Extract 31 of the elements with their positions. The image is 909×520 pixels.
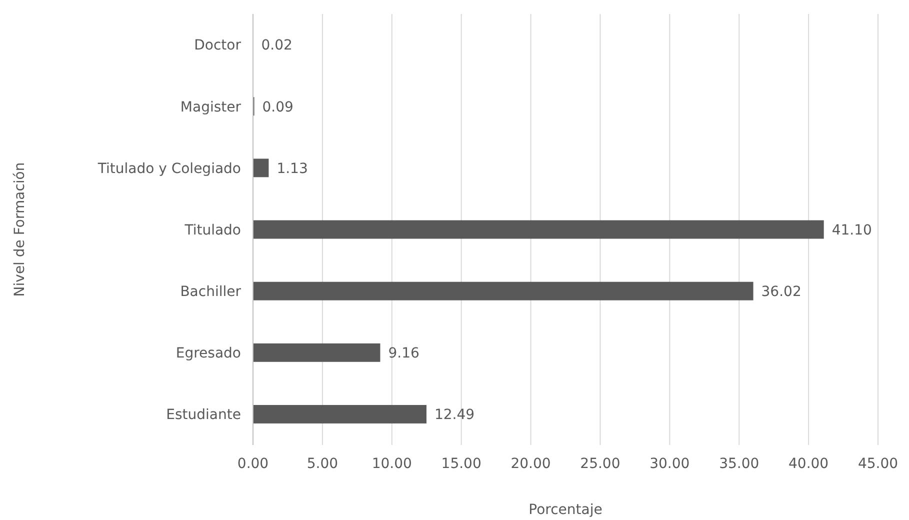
bar <box>253 158 269 178</box>
data-label: 0.02 <box>261 38 292 54</box>
x-tick-label: 0.00 <box>237 456 269 472</box>
x-tick-label: 30.00 <box>650 456 690 472</box>
x-tick-label: 25.00 <box>580 456 620 472</box>
y-tick-label: Magister <box>180 99 242 116</box>
y-tick-label: Estudiante <box>166 407 241 424</box>
y-tick-label: Bachiller <box>180 284 242 300</box>
bar <box>253 404 426 424</box>
y-tick-label: Egresado <box>176 346 241 362</box>
y-tick-label: Titulado <box>184 222 241 238</box>
x-tick-label: 35.00 <box>719 456 760 472</box>
x-tick-label: 40.00 <box>788 456 829 472</box>
bar <box>253 220 824 239</box>
x-tick-label: 20.00 <box>510 456 551 472</box>
y-tick-label: Doctor <box>194 38 242 54</box>
bar <box>253 282 754 300</box>
data-label: 36.02 <box>761 284 802 300</box>
data-label: 9.16 <box>388 346 420 362</box>
y-axis-title: Nivel de Formación <box>12 162 28 297</box>
x-tick-label: 10.00 <box>372 456 412 472</box>
x-axis-title: Porcentaje <box>528 502 602 518</box>
data-label: 0.09 <box>262 99 294 116</box>
x-tick-label: 15.00 <box>441 456 482 472</box>
x-tick-label: 45.00 <box>858 456 898 472</box>
x-tick-label: 5.00 <box>306 456 338 472</box>
data-label: 1.13 <box>276 160 308 177</box>
y-tick-label: Titulado y Colegiado <box>96 160 241 177</box>
data-label: 41.10 <box>832 222 872 238</box>
data-label: 12.49 <box>434 407 475 424</box>
bar <box>253 343 380 362</box>
